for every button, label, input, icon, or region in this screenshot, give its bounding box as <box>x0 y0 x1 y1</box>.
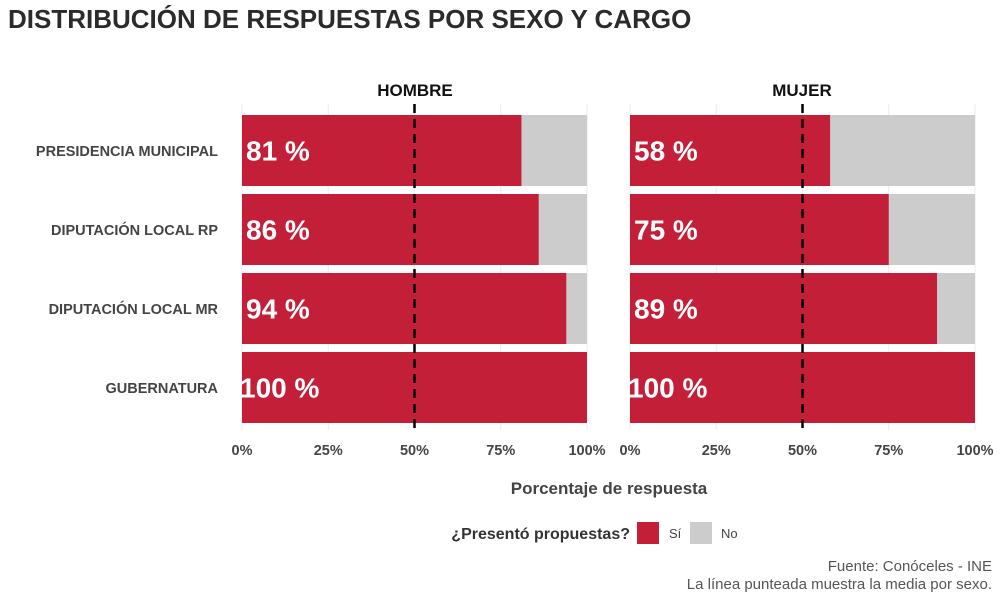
legend-swatch-no <box>690 522 712 544</box>
caption-source: Fuente: Conóceles - INE <box>828 558 992 575</box>
x-tick-label: 75% <box>486 443 515 459</box>
x-tick-label: 100% <box>568 443 605 459</box>
caption: Fuente: Conóceles - INE La línea puntead… <box>687 558 992 593</box>
legend-label-no: No <box>721 526 738 541</box>
x-tick-label: 50% <box>400 443 429 459</box>
bar-si <box>630 273 938 344</box>
bar-si <box>242 115 522 186</box>
bar-value-label: 100 % <box>628 373 707 404</box>
legend-title: ¿Presentó propuestas? <box>451 526 630 543</box>
legend: ¿Presentó propuestas? Sí No <box>451 522 738 544</box>
category-label: GUBERNATURA <box>105 381 218 397</box>
x-tick-label: 100% <box>956 443 993 459</box>
x-axis-title: Porcentaje de respuesta <box>511 479 708 498</box>
bar-si <box>242 194 539 265</box>
chart-title: DISTRIBUCIÓN DE RESPUESTAS POR SEXO Y CA… <box>8 4 691 34</box>
facet-hombre: HOMBRE 81 % 86 % 94 % 100 % 0% 25% 50% 75% 100% <box>232 81 606 459</box>
facet-title-mujer: MUJER <box>772 81 832 100</box>
facet-mujer: MUJER 58 % 75 % 89 % 100 % 0% 25% 50% 75% 100% <box>620 81 994 459</box>
legend-swatch-si <box>637 522 659 544</box>
bar-value-label: 100 % <box>240 373 319 404</box>
x-tick-label: 75% <box>874 443 903 459</box>
x-tick-label: 25% <box>702 443 731 459</box>
facet-title-hombre: HOMBRE <box>377 81 453 100</box>
bar-si <box>242 273 567 344</box>
bar-si <box>630 194 889 265</box>
bar-value-label: 94 % <box>246 294 310 325</box>
bar-si <box>630 115 831 186</box>
x-tick-label: 25% <box>314 443 343 459</box>
category-label: DIPUTACIÓN LOCAL MR <box>49 300 219 318</box>
bar-value-label: 58 % <box>634 136 698 167</box>
bar-value-label: 86 % <box>246 215 310 246</box>
x-tick-label: 0% <box>620 443 641 459</box>
category-labels: PRESIDENCIA MUNICIPAL DIPUTACIÓN LOCAL R… <box>36 144 219 397</box>
x-tick-label: 0% <box>232 443 253 459</box>
legend-label-si: Sí <box>669 526 682 541</box>
bar-value-label: 75 % <box>634 215 698 246</box>
caption-note: La línea punteada muestra la media por s… <box>687 576 992 593</box>
category-label: PRESIDENCIA MUNICIPAL <box>36 144 218 160</box>
bar-value-label: 81 % <box>246 136 310 167</box>
x-tick-label: 50% <box>788 443 817 459</box>
category-label: DIPUTACIÓN LOCAL RP <box>51 221 218 239</box>
bar-value-label: 89 % <box>634 294 698 325</box>
